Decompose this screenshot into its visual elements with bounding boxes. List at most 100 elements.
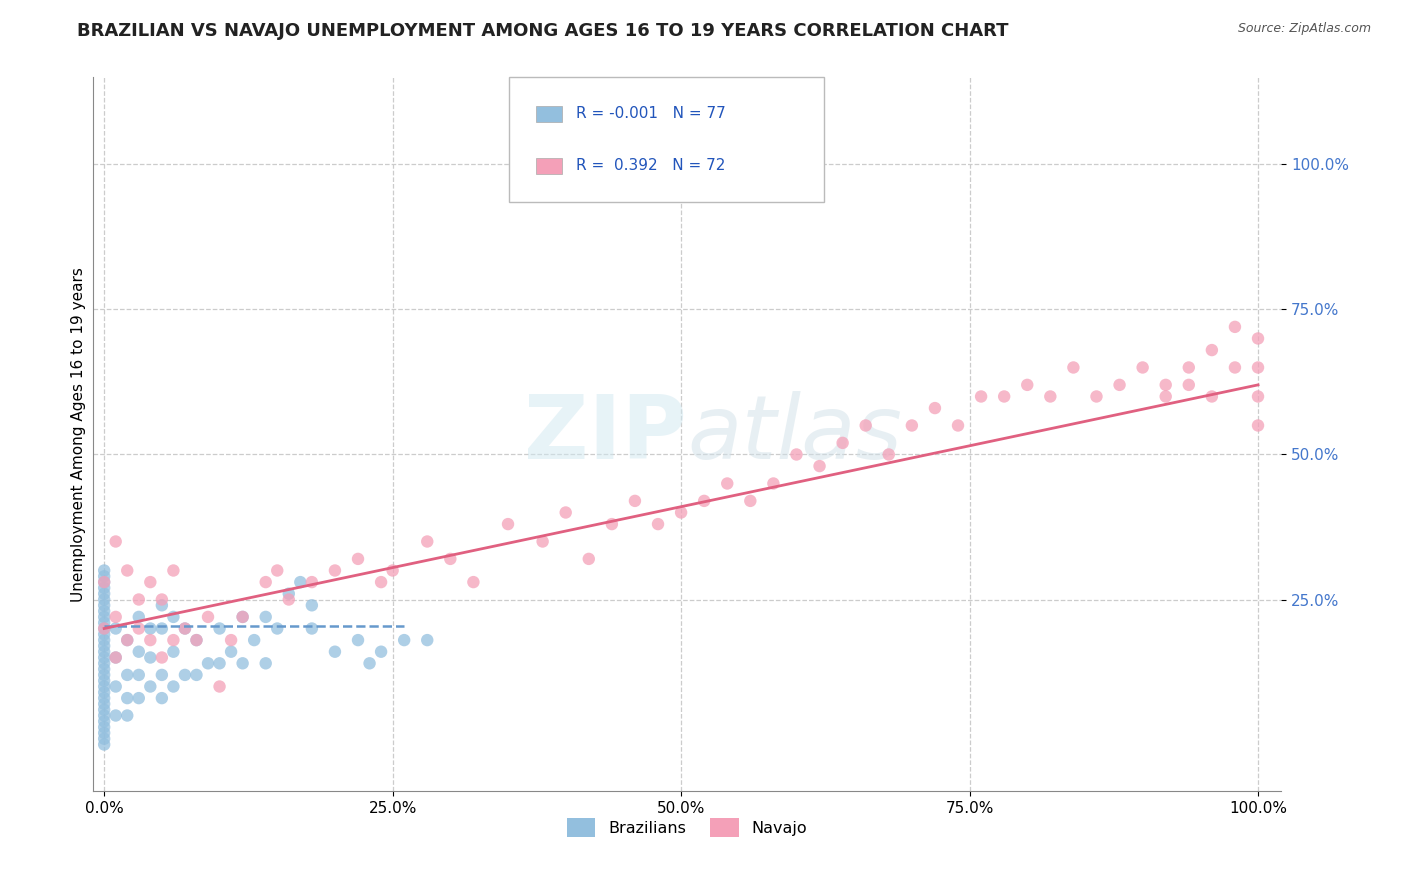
Point: [1247, 331, 1270, 345]
Point: [243, 633, 266, 648]
Point: [150, 599, 173, 613]
Point: [117, 564, 139, 578]
Point: [347, 633, 370, 648]
Point: [323, 564, 346, 578]
Point: [254, 657, 277, 671]
Text: ZIP: ZIP: [524, 391, 688, 478]
Point: [150, 668, 173, 682]
Point: [93, 691, 115, 706]
Point: [370, 645, 392, 659]
Point: [993, 389, 1015, 403]
Point: [128, 592, 150, 607]
Point: [117, 668, 139, 682]
Point: [277, 587, 299, 601]
Point: [104, 622, 127, 636]
Bar: [536, 106, 562, 122]
Point: [93, 592, 115, 607]
Point: [740, 494, 762, 508]
Point: [139, 650, 162, 665]
Point: [301, 575, 323, 590]
Point: [578, 552, 600, 566]
Point: [1017, 377, 1039, 392]
Point: [104, 650, 127, 665]
Point: [93, 639, 115, 653]
Point: [669, 506, 692, 520]
Point: [439, 552, 461, 566]
Point: [93, 587, 115, 601]
Point: [93, 575, 115, 590]
Point: [301, 622, 323, 636]
Point: [150, 622, 173, 636]
Point: [831, 436, 853, 450]
Point: [128, 610, 150, 624]
Point: [93, 703, 115, 717]
FancyBboxPatch shape: [509, 78, 824, 202]
Point: [463, 575, 485, 590]
Point: [104, 708, 127, 723]
Point: [139, 633, 162, 648]
Point: [117, 633, 139, 648]
Point: [1062, 360, 1084, 375]
Point: [290, 575, 312, 590]
Point: [1132, 360, 1154, 375]
Point: [93, 685, 115, 699]
Point: [359, 657, 381, 671]
Point: [1247, 360, 1270, 375]
Point: [174, 622, 197, 636]
Point: [139, 575, 162, 590]
Point: [93, 720, 115, 734]
Point: [277, 592, 299, 607]
Point: [162, 633, 184, 648]
Point: [208, 680, 231, 694]
Point: [93, 726, 115, 740]
Point: [128, 691, 150, 706]
Point: [93, 622, 115, 636]
Point: [93, 622, 115, 636]
Point: [531, 534, 554, 549]
Point: [808, 459, 831, 474]
Point: [93, 599, 115, 613]
Point: [716, 476, 738, 491]
Point: [1223, 319, 1246, 334]
Point: [785, 448, 807, 462]
Point: [93, 564, 115, 578]
Point: [693, 494, 716, 508]
Point: [1085, 389, 1108, 403]
Legend: Brazilians, Navajo: Brazilians, Navajo: [560, 812, 814, 844]
Point: [1154, 389, 1177, 403]
Point: [1247, 389, 1270, 403]
Point: [946, 418, 969, 433]
Point: [254, 610, 277, 624]
Point: [93, 581, 115, 595]
Point: [93, 697, 115, 711]
Point: [139, 622, 162, 636]
Point: [1108, 377, 1130, 392]
Point: [370, 575, 392, 590]
Point: [219, 645, 242, 659]
Point: [93, 633, 115, 648]
Point: [117, 633, 139, 648]
Point: [128, 645, 150, 659]
Point: [219, 633, 242, 648]
Text: BRAZILIAN VS NAVAJO UNEMPLOYMENT AMONG AGES 16 TO 19 YEARS CORRELATION CHART: BRAZILIAN VS NAVAJO UNEMPLOYMENT AMONG A…: [77, 22, 1010, 40]
Point: [139, 680, 162, 694]
Text: atlas: atlas: [688, 392, 901, 477]
Point: [208, 657, 231, 671]
Point: [104, 680, 127, 694]
Point: [93, 708, 115, 723]
Point: [93, 575, 115, 590]
Point: [232, 610, 254, 624]
Point: [496, 517, 519, 532]
Point: [266, 622, 288, 636]
Point: [150, 691, 173, 706]
Point: [901, 418, 924, 433]
Point: [93, 657, 115, 671]
Point: [93, 610, 115, 624]
Point: [855, 418, 877, 433]
Point: [104, 650, 127, 665]
Point: [208, 622, 231, 636]
Point: [232, 610, 254, 624]
Point: [93, 627, 115, 641]
Point: [624, 494, 647, 508]
Point: [1201, 389, 1223, 403]
